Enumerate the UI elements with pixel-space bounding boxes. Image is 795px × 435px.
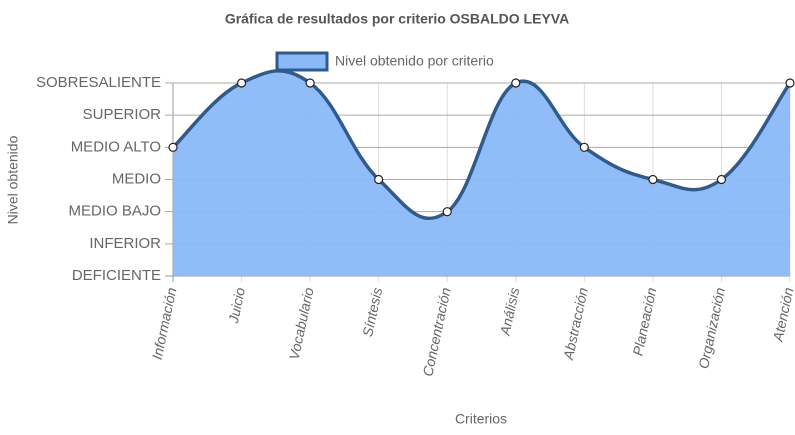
y-tick-label: INFERIOR <box>89 235 161 252</box>
x-tick-label: Vocabulario <box>286 286 317 361</box>
chart-title: Gráfica de resultados por criterio OSBAL… <box>225 11 569 27</box>
point <box>716 174 727 185</box>
point <box>648 174 658 185</box>
point <box>579 142 589 152</box>
area <box>173 70 790 276</box>
x-tick-label: Atención <box>769 286 795 344</box>
y-axis-title: Nivel obtenido <box>5 135 21 224</box>
point <box>168 142 178 152</box>
point <box>236 78 247 88</box>
x-tick-label: Juicio <box>225 286 248 326</box>
x-tick-label: Información <box>149 286 180 361</box>
point <box>785 78 795 88</box>
x-tick-label: Abstracción <box>560 286 591 362</box>
y-tick-label: MEDIO BAJO <box>68 203 161 220</box>
point <box>305 78 315 88</box>
point <box>374 174 384 185</box>
point <box>442 207 452 217</box>
line <box>171 69 792 221</box>
x-axis-title: Criterios <box>455 411 507 427</box>
y-tick-label: MEDIO <box>112 170 161 187</box>
y-tick-label: DEFICIENTE <box>72 267 161 284</box>
point <box>511 78 521 88</box>
y-tick-label: MEDIO ALTO <box>71 138 161 155</box>
legend-swatch <box>275 51 329 72</box>
legend-label: Nivel obtenido por criterio <box>335 53 494 69</box>
x-tick-label: Análisis <box>496 286 522 338</box>
y-tick-label: SUPERIOR <box>83 106 162 123</box>
x-tick-label: Organización <box>695 286 728 370</box>
x-tick-label: Síntesis <box>359 286 385 338</box>
x-tick-label: Planeación <box>629 286 659 357</box>
x-tick-label: Concentración <box>419 286 453 378</box>
y-tick-label: SOBRESALIENTE <box>36 74 161 91</box>
